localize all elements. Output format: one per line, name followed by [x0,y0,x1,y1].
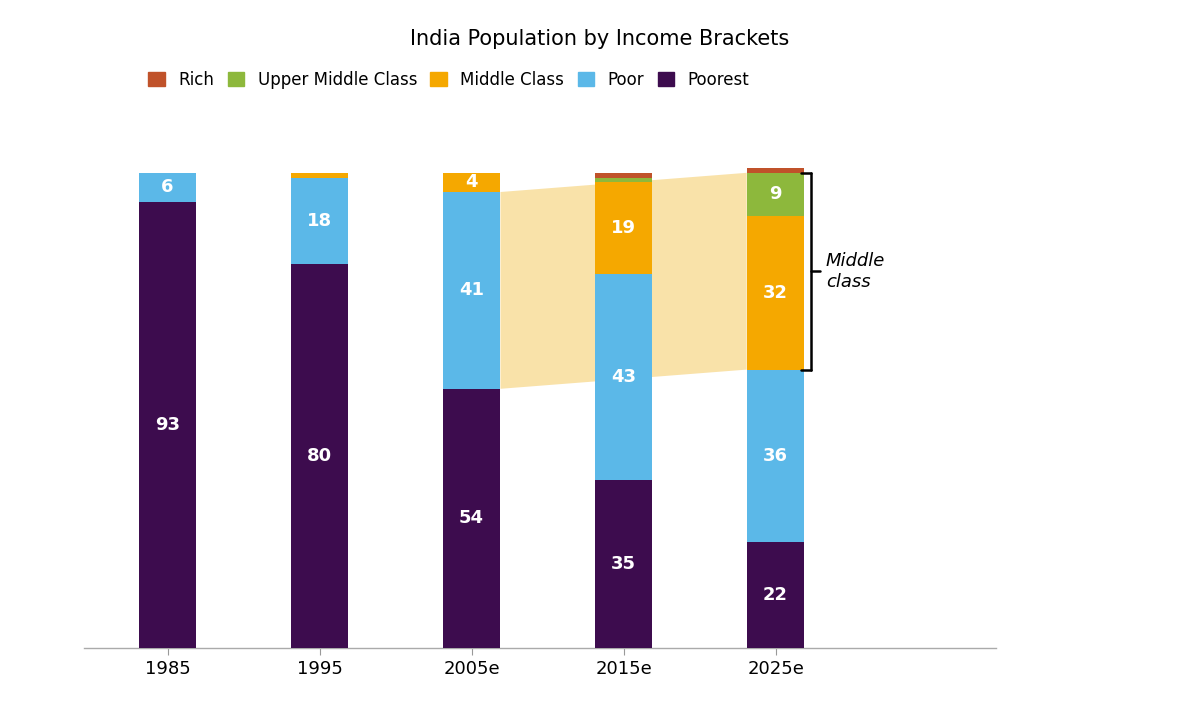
Bar [595,178,653,182]
Legend: Rich, Upper Middle Class, Middle Class, Poor, Poorest: Rich, Upper Middle Class, Middle Class, … [149,71,749,89]
Bar [595,274,653,480]
Text: 32: 32 [763,284,788,302]
Text: 9: 9 [769,186,782,204]
Bar [746,173,804,216]
Bar [746,168,804,173]
Text: 4: 4 [466,174,478,192]
Bar [443,192,500,389]
Bar [443,389,500,648]
Bar [290,264,348,648]
Bar [139,202,197,648]
Text: 93: 93 [155,416,180,433]
Text: India Population by Income Brackets: India Population by Income Brackets [410,29,790,49]
Text: 54: 54 [460,510,484,527]
Bar [595,173,653,178]
Bar [595,480,653,648]
Text: Middle
class: Middle class [826,252,886,291]
Bar [139,173,197,202]
Text: 36: 36 [763,447,788,465]
Text: 6: 6 [161,179,174,197]
Text: 80: 80 [307,447,332,465]
Text: 18: 18 [307,212,332,230]
Text: 41: 41 [460,282,484,300]
Text: 22: 22 [763,586,788,604]
Bar [290,178,348,264]
Bar [595,182,653,274]
Bar [290,173,348,178]
PathPatch shape [500,173,746,389]
Text: 35: 35 [611,555,636,573]
Bar [746,216,804,369]
Text: 43: 43 [611,368,636,386]
Text: 19: 19 [611,219,636,237]
Bar [746,369,804,542]
Bar [443,173,500,192]
Bar [746,542,804,648]
